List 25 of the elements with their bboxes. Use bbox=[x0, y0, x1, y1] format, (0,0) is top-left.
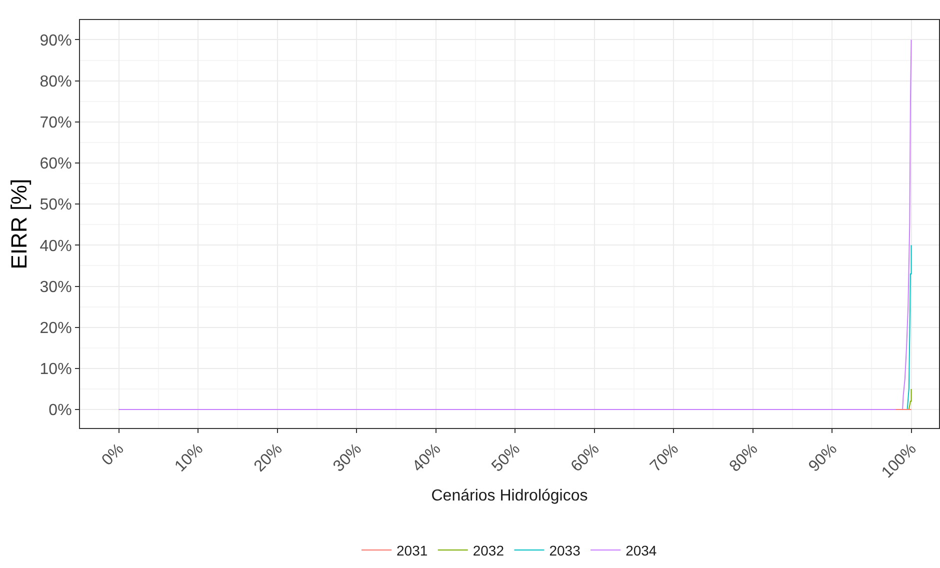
y-tick-label: 90% bbox=[40, 32, 72, 50]
y-axis-title: EIRR [%] bbox=[6, 178, 32, 270]
legend-label: 2033 bbox=[549, 542, 581, 558]
y-tick-label: 60% bbox=[40, 156, 72, 173]
legend-label: 2032 bbox=[472, 542, 504, 558]
y-tick-label: 20% bbox=[40, 320, 72, 337]
x-tick-label: 50% bbox=[488, 440, 524, 476]
legend-label: 2031 bbox=[396, 542, 428, 558]
y-tick-label: 40% bbox=[40, 238, 72, 255]
y-tick-label: 50% bbox=[40, 196, 72, 214]
x-tick-label: 70% bbox=[647, 440, 682, 476]
y-tick-label: 10% bbox=[40, 361, 72, 378]
x-tick-label: 30% bbox=[330, 440, 366, 476]
x-tick-label: 60% bbox=[568, 440, 603, 476]
y-tick-label: 80% bbox=[40, 73, 72, 90]
legend-label: 2034 bbox=[626, 542, 657, 558]
x-tick-label: 0% bbox=[98, 440, 128, 470]
x-axis-title: Cenários Hidrológicos bbox=[431, 487, 588, 504]
x-tick-label: 40% bbox=[410, 440, 444, 476]
y-tick-label: 30% bbox=[40, 278, 72, 296]
y-tick-label: 0% bbox=[48, 402, 72, 420]
line-series bbox=[118, 39, 912, 410]
y-tick-label: 70% bbox=[40, 114, 72, 132]
x-tick-label: 80% bbox=[726, 440, 762, 476]
x-tick-label: 90% bbox=[806, 440, 841, 476]
